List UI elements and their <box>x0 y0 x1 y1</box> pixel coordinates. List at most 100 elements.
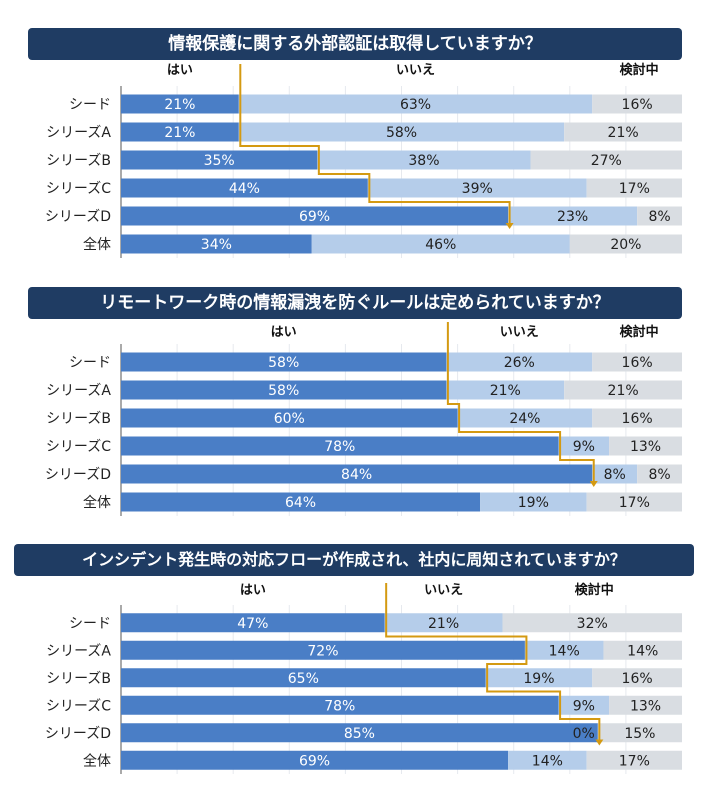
bar-segment-considering <box>592 94 682 114</box>
bar-segment-yes <box>121 94 239 114</box>
data-label: 72% <box>307 643 338 659</box>
bar-segment-considering <box>592 668 682 688</box>
bar-segment-no <box>446 380 565 400</box>
bar-segment-considering <box>502 613 682 633</box>
series-header-label: いいえ <box>396 63 435 78</box>
category-label: シリーズC <box>46 439 111 455</box>
bar-segment-considering <box>609 436 682 456</box>
data-label: 16% <box>622 355 653 371</box>
bar-segment-no <box>317 150 531 170</box>
bar-segment-considering <box>603 640 682 660</box>
data-label: 17% <box>619 181 650 197</box>
bar-segment-considering <box>586 750 682 770</box>
data-label: 8% <box>648 209 670 225</box>
bar-segment-considering <box>592 352 682 372</box>
category-label: シード <box>69 97 111 113</box>
bar-segment-yes <box>121 492 481 512</box>
bar-segment-no <box>384 613 503 633</box>
chart-panel-1: 情報保護に関する外部認証は取得していますか？ はい いいえ 検討中シード 21% 63%… <box>0 0 709 260</box>
series-header-label: 検討中 <box>575 582 614 598</box>
data-label: 63% <box>400 97 431 113</box>
bar-segment-considering <box>637 206 682 226</box>
bar-segment-no <box>311 234 570 254</box>
bar-segment-yes <box>121 352 447 372</box>
bar-segment-yes <box>121 464 593 484</box>
data-label: 17% <box>619 495 650 511</box>
data-label: 65% <box>288 671 319 687</box>
data-label: 84% <box>341 467 372 483</box>
data-label: 9% <box>573 698 595 714</box>
bar-segment-considering <box>637 464 682 484</box>
data-label: 64% <box>285 495 316 511</box>
bar-segment-no <box>508 750 587 770</box>
bar-segment-yes <box>121 723 598 743</box>
data-label: 60% <box>274 411 305 427</box>
data-label: 46% <box>425 237 456 253</box>
data-label: 21% <box>164 125 195 141</box>
data-label: 27% <box>591 153 622 169</box>
category-label: シリーズD <box>45 209 111 225</box>
bar-segment-yes <box>121 750 509 770</box>
bar-segment-yes <box>121 668 486 688</box>
category-label: シード <box>69 616 111 632</box>
data-label: 9% <box>573 439 595 455</box>
chart-panel-3: インシデント発生時の対応フローが作成され、社内に周知されていますか？ はい いいえ… <box>0 530 709 798</box>
data-label: 47% <box>237 616 268 632</box>
series-header-label: はい <box>271 325 297 340</box>
bar-segment-no <box>238 122 565 142</box>
bar-segment-considering <box>564 122 682 142</box>
data-label: 39% <box>462 181 493 197</box>
bar-segment-no <box>238 94 593 114</box>
bar-segment-considering <box>597 723 682 743</box>
bar-segment-yes <box>121 613 385 633</box>
bar-segment-yes <box>121 206 509 226</box>
data-label: 17% <box>619 753 650 769</box>
data-label: 8% <box>648 467 670 483</box>
category-label: 全体 <box>83 752 111 769</box>
series-header-label: はい <box>167 63 193 78</box>
category-label: シリーズD <box>45 726 111 742</box>
bar-segment-no <box>558 695 610 715</box>
bar-segment-yes <box>121 695 559 715</box>
category-label: シリーズA <box>46 383 111 399</box>
category-label: シリーズC <box>46 698 111 714</box>
category-label: 全体 <box>83 236 111 253</box>
step-line <box>446 322 595 485</box>
bar-segment-no <box>457 408 593 428</box>
data-label: 32% <box>577 616 608 632</box>
bar-segment-considering <box>564 380 682 400</box>
bar-segment-yes <box>121 178 368 198</box>
series-header-label: 検討中 <box>620 62 659 78</box>
category-label: シリーズA <box>46 643 111 659</box>
data-label: 14% <box>549 643 580 659</box>
step-line <box>239 64 511 227</box>
bar-segment-yes <box>121 408 458 428</box>
series-header-label: はい <box>240 583 266 598</box>
bar-segment-no <box>508 206 638 226</box>
bar-segment-considering <box>530 150 682 170</box>
bar-segment-no <box>592 464 638 484</box>
bar-segment-no <box>367 178 587 198</box>
data-label: 15% <box>624 726 655 742</box>
chart-title: 情報保護に関する外部認証は取得していますか？ <box>28 28 682 60</box>
bar-segment-considering <box>586 178 682 198</box>
bar-segment-considering <box>592 408 682 428</box>
bar-segment-yes <box>121 234 312 254</box>
data-label: 26% <box>504 355 535 371</box>
data-label: 19% <box>523 671 554 687</box>
data-label: 23% <box>557 209 588 225</box>
data-label: 21% <box>608 383 639 399</box>
bar-segment-no <box>446 352 593 372</box>
bar-segment-no <box>485 668 593 688</box>
step-line <box>385 583 601 744</box>
bar-segment-yes <box>121 380 447 400</box>
data-label: 69% <box>299 209 330 225</box>
data-label: 19% <box>518 495 549 511</box>
data-label: 24% <box>509 411 540 427</box>
category-label: シリーズA <box>46 125 111 141</box>
data-label: 21% <box>608 125 639 141</box>
category-label: シリーズB <box>46 153 111 169</box>
data-label: 78% <box>324 439 355 455</box>
data-label: 16% <box>622 97 653 113</box>
